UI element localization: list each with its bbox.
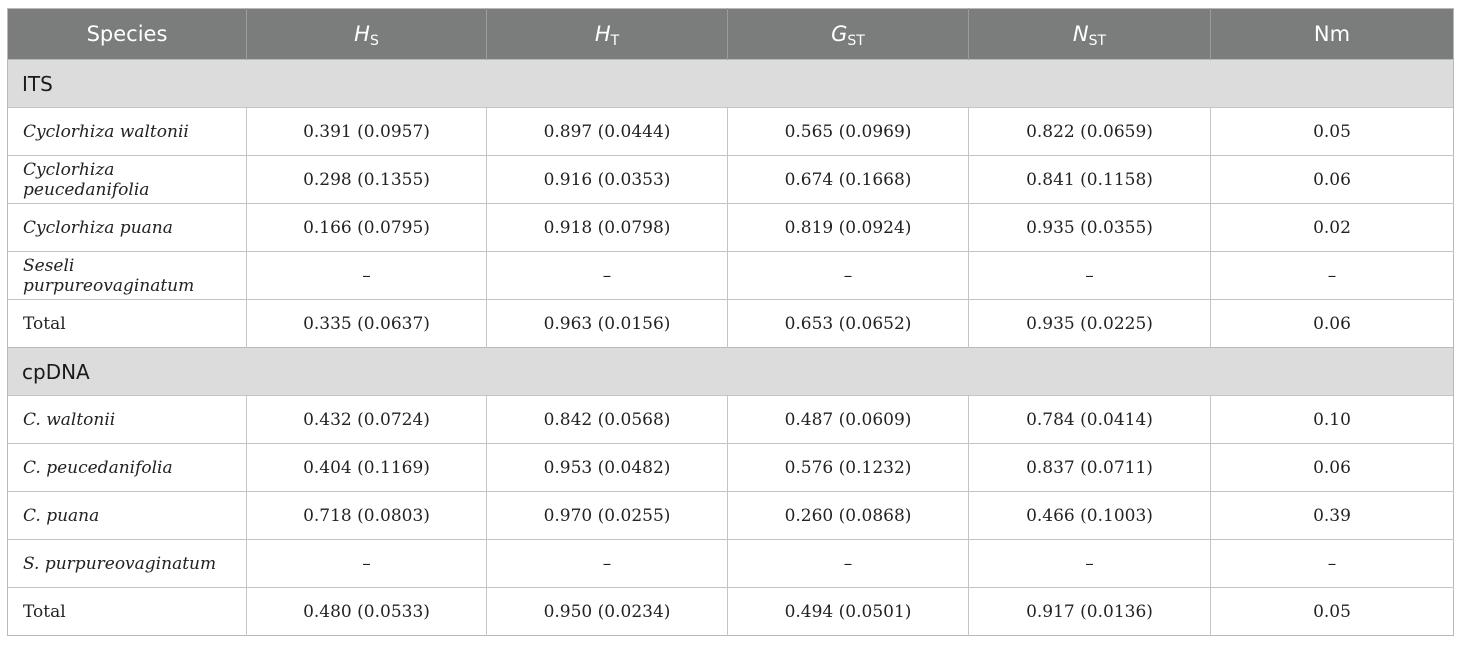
nst-cell: 0.466 (0.1003) (968, 491, 1211, 540)
ht-cell: 0.970 (0.0255) (486, 491, 728, 540)
table-row: Seseli purpureovaginatum – – – – – (7, 251, 1454, 300)
nm-cell: 0.06 (1210, 155, 1454, 204)
section-row: ITS (7, 59, 1454, 108)
table-body: ITS Cyclorhiza waltonii 0.391 (0.0957) 0.89… (7, 59, 1454, 636)
header-row: Species HS HT GST NST Nm (7, 8, 1454, 60)
gst-cell: 0.576 (0.1232) (727, 443, 969, 492)
nm-cell: – (1210, 251, 1454, 300)
hs-cell: 0.166 (0.0795) (246, 203, 487, 252)
gst-cell: 0.565 (0.0969) (727, 107, 969, 156)
table-row: Cyclorhiza peucedanifolia 0.298 (0.1355) 0… (7, 155, 1454, 204)
species-cell: C. peucedanifolia (7, 443, 247, 492)
nst-cell: – (968, 251, 1211, 300)
section-title: ITS (7, 59, 1454, 108)
table-row: Cyclorhiza waltonii 0.391 (0.0957) 0.897 (… (7, 107, 1454, 156)
nst-cell: 0.822 (0.0659) (968, 107, 1211, 156)
hs-cell: 0.298 (0.1355) (246, 155, 487, 204)
nst-cell: – (968, 539, 1211, 588)
ht-cell: 0.963 (0.0156) (486, 299, 728, 348)
hs-cell: 0.335 (0.0637) (246, 299, 487, 348)
nm-cell: 0.05 (1210, 107, 1454, 156)
ht-cell: 0.918 (0.0798) (486, 203, 728, 252)
ht-cell: 0.897 (0.0444) (486, 107, 728, 156)
table-row: Total 0.335 (0.0637) 0.963 (0.0156) 0.653 (… (7, 299, 1454, 348)
nst-cell: 0.784 (0.0414) (968, 395, 1211, 444)
nm-cell: – (1210, 539, 1454, 588)
nm-cell: 0.10 (1210, 395, 1454, 444)
nst-cell: 0.917 (0.0136) (968, 587, 1211, 636)
table-header: Species HS HT GST NST Nm (7, 8, 1454, 60)
species-cell: Seseli purpureovaginatum (7, 251, 247, 300)
hs-cell: – (246, 251, 487, 300)
hs-cell: – (246, 539, 487, 588)
col-header-nst: NST (968, 8, 1211, 60)
ht-cell: – (486, 539, 728, 588)
nm-cell: 0.05 (1210, 587, 1454, 636)
hs-cell: 0.404 (0.1169) (246, 443, 487, 492)
diversity-table: Species HS HT GST NST Nm ITS Cyclorhiza w… (7, 8, 1454, 636)
col-header-nm: Nm (1210, 8, 1454, 60)
hs-cell: 0.432 (0.0724) (246, 395, 487, 444)
col-header-ht: HT (486, 8, 728, 60)
gst-cell: – (727, 539, 969, 588)
ht-cell: 0.916 (0.0353) (486, 155, 728, 204)
nst-cell: 0.935 (0.0225) (968, 299, 1211, 348)
table-row: S. purpureovaginatum – – – – – (7, 539, 1454, 588)
species-cell: Cyclorhiza peucedanifolia (7, 155, 247, 204)
ht-cell: – (486, 251, 728, 300)
species-cell: C. puana (7, 491, 247, 540)
hs-cell: 0.718 (0.0803) (246, 491, 487, 540)
nst-cell: 0.935 (0.0355) (968, 203, 1211, 252)
table-row: Total 0.480 (0.0533) 0.950 (0.0234) 0.494 (… (7, 587, 1454, 636)
table-row: C. peucedanifolia 0.404 (0.1169) 0.953 (0.… (7, 443, 1454, 492)
gst-cell: 0.653 (0.0652) (727, 299, 969, 348)
gst-cell: 0.260 (0.0868) (727, 491, 969, 540)
species-cell: S. purpureovaginatum (7, 539, 247, 588)
table-row: C. waltonii 0.432 (0.0724) 0.842 (0.0568) 0… (7, 395, 1454, 444)
nm-cell: 0.06 (1210, 443, 1454, 492)
gst-cell: 0.674 (0.1668) (727, 155, 969, 204)
nm-cell: 0.06 (1210, 299, 1454, 348)
section-row: cpDNA (7, 347, 1454, 396)
species-cell: C. waltonii (7, 395, 247, 444)
ht-cell: 0.953 (0.0482) (486, 443, 728, 492)
gst-cell: 0.494 (0.0501) (727, 587, 969, 636)
table-row: C. puana 0.718 (0.0803) 0.970 (0.0255) 0.26… (7, 491, 1454, 540)
nm-cell: 0.02 (1210, 203, 1454, 252)
gst-cell: – (727, 251, 969, 300)
species-cell: Cyclorhiza puana (7, 203, 247, 252)
hs-cell: 0.480 (0.0533) (246, 587, 487, 636)
gst-cell: 0.487 (0.0609) (727, 395, 969, 444)
section-title: cpDNA (7, 347, 1454, 396)
hs-cell: 0.391 (0.0957) (246, 107, 487, 156)
species-cell: Total (7, 299, 247, 348)
species-cell: Cyclorhiza waltonii (7, 107, 247, 156)
table-row: Cyclorhiza puana 0.166 (0.0795) 0.918 (0.0… (7, 203, 1454, 252)
ht-cell: 0.842 (0.0568) (486, 395, 728, 444)
gst-cell: 0.819 (0.0924) (727, 203, 969, 252)
col-header-gst: GST (727, 8, 969, 60)
species-cell: Total (7, 587, 247, 636)
nm-cell: 0.39 (1210, 491, 1454, 540)
col-header-hs: HS (246, 8, 487, 60)
nst-cell: 0.841 (0.1158) (968, 155, 1211, 204)
nst-cell: 0.837 (0.0711) (968, 443, 1211, 492)
col-header-species: Species (86, 22, 168, 46)
ht-cell: 0.950 (0.0234) (486, 587, 728, 636)
